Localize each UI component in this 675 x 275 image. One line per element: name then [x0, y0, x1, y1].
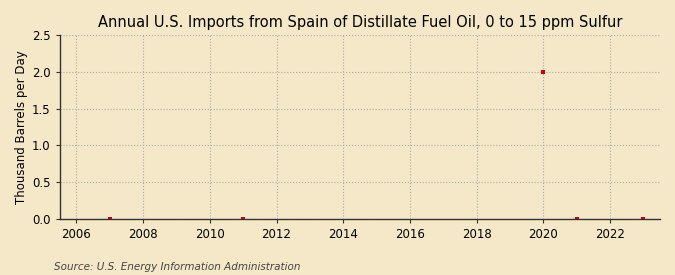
Title: Annual U.S. Imports from Spain of Distillate Fuel Oil, 0 to 15 ppm Sulfur: Annual U.S. Imports from Spain of Distil… — [98, 15, 622, 30]
Text: Source: U.S. Energy Information Administration: Source: U.S. Energy Information Administ… — [54, 262, 300, 272]
Y-axis label: Thousand Barrels per Day: Thousand Barrels per Day — [15, 50, 28, 204]
